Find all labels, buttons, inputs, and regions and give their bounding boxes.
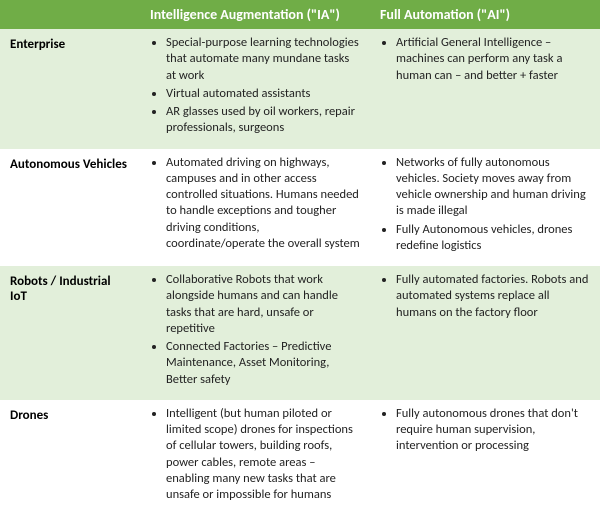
header-row: Intelligence Augmentation ("IA") Full Au… xyxy=(0,0,600,29)
comparison-table: Intelligence Augmentation ("IA") Full Au… xyxy=(0,0,600,515)
table-row: Drones Intelligent (but human piloted or … xyxy=(0,400,600,515)
bullet-item: Fully autonomous drones that don't requi… xyxy=(396,406,590,455)
bullet-item: Automated driving on highways, campuses … xyxy=(166,155,360,253)
ia-cell: Intelligent (but human piloted or limite… xyxy=(140,400,370,515)
bullet-item: Fully Autonomous vehicles, drones redefi… xyxy=(396,222,590,255)
ai-cell: Fully automated factories. Robots and au… xyxy=(370,266,600,400)
row-label: Enterprise xyxy=(0,29,140,149)
bullet-item: Intelligent (but human piloted or limite… xyxy=(166,406,360,504)
ia-cell: Automated driving on highways, campuses … xyxy=(140,149,370,267)
bullet-list: Special-purpose learning technologies th… xyxy=(150,35,360,137)
table-row: Enterprise Special-purpose learning techn… xyxy=(0,29,600,149)
header-ia: Intelligence Augmentation ("IA") xyxy=(140,0,370,29)
row-label: Autonomous Vehicles xyxy=(0,149,140,267)
bullet-item: Collaborative Robots that work alongside… xyxy=(166,272,360,337)
header-ai: Full Automation ("AI") xyxy=(370,0,600,29)
header-blank xyxy=(0,0,140,29)
bullet-item: AR glasses used by oil workers, repair p… xyxy=(166,104,360,137)
bullet-item: Special-purpose learning technologies th… xyxy=(166,35,360,84)
bullet-list: Fully autonomous drones that don't requi… xyxy=(380,406,590,455)
ai-cell: Artificial General Intelligence – machin… xyxy=(370,29,600,149)
bullet-item: Fully automated factories. Robots and au… xyxy=(396,272,590,321)
bullet-list: Intelligent (but human piloted or limite… xyxy=(150,406,360,504)
table-body: Enterprise Special-purpose learning techn… xyxy=(0,29,600,515)
bullet-item: Networks of fully autonomous vehicles. S… xyxy=(396,155,590,220)
bullet-list: Automated driving on highways, campuses … xyxy=(150,155,360,253)
bullet-list: Networks of fully autonomous vehicles. S… xyxy=(380,155,590,255)
bullet-item: Connected Factories – Predictive Mainten… xyxy=(166,339,360,388)
row-label: Robots / Industrial IoT xyxy=(0,266,140,400)
bullet-item: Artificial General Intelligence – machin… xyxy=(396,35,590,84)
ai-cell: Networks of fully autonomous vehicles. S… xyxy=(370,149,600,267)
ia-cell: Special-purpose learning technologies th… xyxy=(140,29,370,149)
ai-cell: Fully autonomous drones that don't requi… xyxy=(370,400,600,515)
bullet-list: Collaborative Robots that work alongside… xyxy=(150,272,360,388)
table-row: Autonomous Vehicles Automated driving on … xyxy=(0,149,600,267)
ia-cell: Collaborative Robots that work alongside… xyxy=(140,266,370,400)
bullet-list: Fully automated factories. Robots and au… xyxy=(380,272,590,321)
row-label: Drones xyxy=(0,400,140,515)
table-row: Robots / Industrial IoT Collaborative Rob… xyxy=(0,266,600,400)
bullet-list: Artificial General Intelligence – machin… xyxy=(380,35,590,84)
bullet-item: Virtual automated assistants xyxy=(166,86,360,102)
